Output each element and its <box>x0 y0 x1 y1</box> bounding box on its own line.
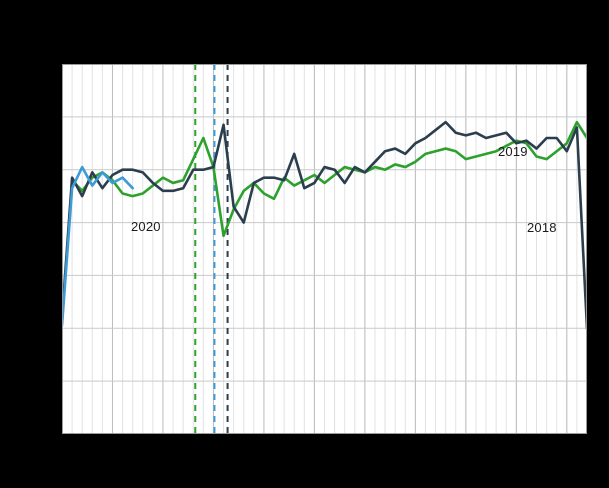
series-lines-group <box>62 120 587 330</box>
series-line-2020 <box>62 165 134 327</box>
series-label-2018: 2018 <box>527 220 557 235</box>
series-label-2019: 2019 <box>498 144 528 159</box>
series-line-2018 <box>62 120 587 325</box>
plot-border <box>62 64 587 434</box>
series-line-2019 <box>62 120 587 330</box>
plot-svg <box>62 64 587 434</box>
series-label-2020: 2020 <box>131 219 161 234</box>
vertical-major-gridlines <box>111 64 568 434</box>
reference-lines-group <box>194 64 229 434</box>
vertical-minor-gridlines <box>71 64 578 434</box>
horizontal-major-gridlines <box>62 116 587 382</box>
plot-area: 2020 2019 2018 <box>62 64 587 434</box>
